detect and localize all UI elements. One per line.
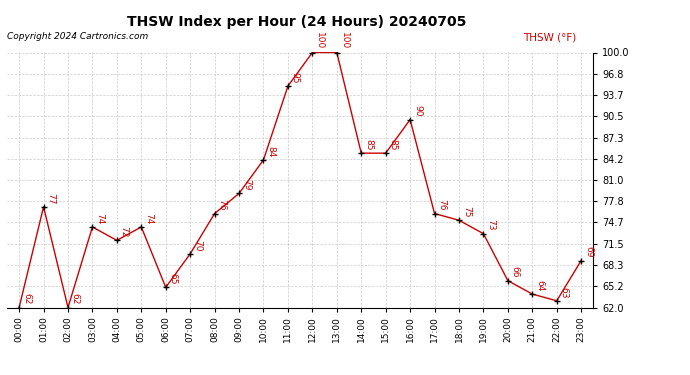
Text: 95: 95 [290, 72, 299, 83]
Text: 100: 100 [315, 33, 324, 50]
Text: 77: 77 [46, 193, 55, 204]
Text: THSW Index per Hour (24 Hours) 20240705: THSW Index per Hour (24 Hours) 20240705 [127, 15, 466, 29]
Text: 79: 79 [241, 179, 251, 190]
Text: 90: 90 [413, 105, 422, 117]
Text: 62: 62 [22, 293, 31, 305]
Text: 85: 85 [388, 139, 397, 150]
Text: THSW (°F): THSW (°F) [523, 32, 576, 42]
Text: 70: 70 [193, 240, 202, 251]
Text: 74: 74 [95, 213, 104, 224]
Text: 63: 63 [560, 286, 569, 298]
Text: 73: 73 [486, 219, 495, 231]
Text: 76: 76 [217, 199, 226, 211]
Text: 74: 74 [144, 213, 153, 224]
Text: 65: 65 [168, 273, 177, 285]
Text: 75: 75 [462, 206, 471, 218]
Text: 100: 100 [339, 33, 348, 50]
Text: 72: 72 [119, 226, 128, 238]
Text: 62: 62 [71, 293, 80, 305]
Text: 66: 66 [511, 266, 520, 278]
Text: 84: 84 [266, 146, 275, 157]
Text: 76: 76 [437, 199, 446, 211]
Text: Copyright 2024 Cartronics.com: Copyright 2024 Cartronics.com [7, 32, 148, 41]
Text: 69: 69 [584, 246, 593, 258]
Text: 85: 85 [364, 139, 373, 150]
Text: 64: 64 [535, 280, 544, 291]
